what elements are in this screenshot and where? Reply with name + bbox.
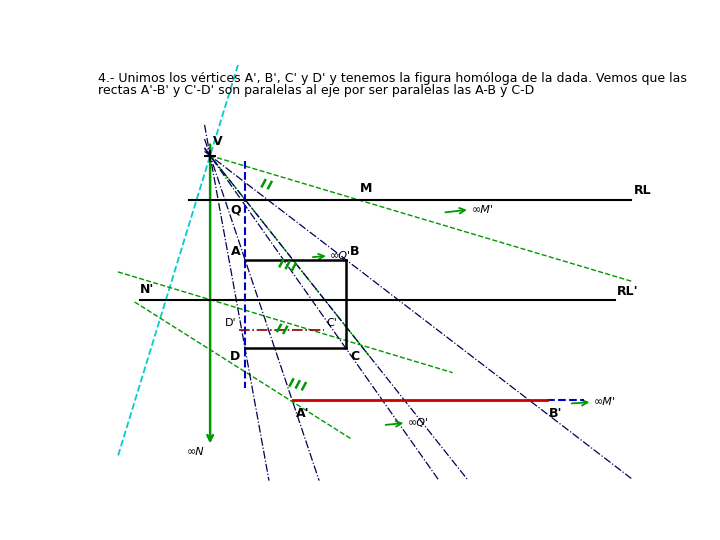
- Text: Q: Q: [230, 204, 240, 217]
- Text: C': C': [327, 319, 338, 328]
- Text: rectas A'-B' y C'-D' son paralelas al eje por ser paralelas las A-B y C-D: rectas A'-B' y C'-D' son paralelas al ej…: [99, 84, 535, 97]
- Text: C: C: [350, 350, 359, 363]
- Text: V: V: [213, 135, 222, 148]
- Text: D': D': [225, 319, 236, 328]
- Text: D: D: [230, 350, 240, 363]
- Text: ∞Q': ∞Q': [330, 251, 351, 261]
- Text: M: M: [360, 183, 372, 195]
- Text: ∞N: ∞N: [187, 447, 204, 457]
- Text: B': B': [549, 407, 562, 420]
- Text: A: A: [231, 245, 240, 258]
- Text: ∞M': ∞M': [472, 205, 493, 214]
- Text: RL: RL: [634, 185, 652, 198]
- Text: N': N': [140, 284, 155, 296]
- Text: 4.- Unimos los vértices A', B', C' y D' y tenemos la figura homóloga de la dada.: 4.- Unimos los vértices A', B', C' y D' …: [99, 72, 688, 85]
- Text: B: B: [350, 245, 360, 258]
- Text: ∞M': ∞M': [594, 397, 616, 407]
- Text: ∞Q': ∞Q': [408, 418, 428, 428]
- Text: A': A': [296, 407, 310, 420]
- Text: RL': RL': [617, 285, 639, 298]
